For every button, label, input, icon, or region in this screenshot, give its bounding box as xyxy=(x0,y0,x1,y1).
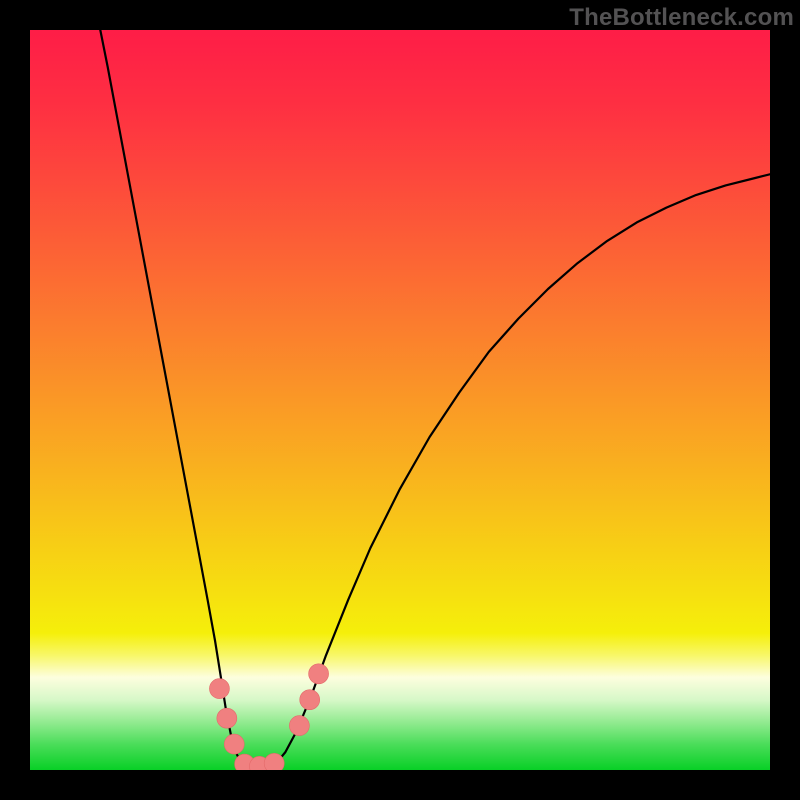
watermark-text: TheBottleneck.com xyxy=(569,4,794,32)
data-marker xyxy=(224,734,244,754)
bottleneck-chart xyxy=(30,30,770,770)
data-marker xyxy=(300,690,320,710)
plot-area xyxy=(30,30,770,770)
data-marker xyxy=(209,679,229,699)
gradient-background xyxy=(30,30,770,770)
data-marker xyxy=(264,753,284,770)
data-marker xyxy=(289,716,309,736)
data-marker xyxy=(217,708,237,728)
chart-frame: TheBottleneck.com xyxy=(0,0,800,800)
data-marker xyxy=(309,664,329,684)
